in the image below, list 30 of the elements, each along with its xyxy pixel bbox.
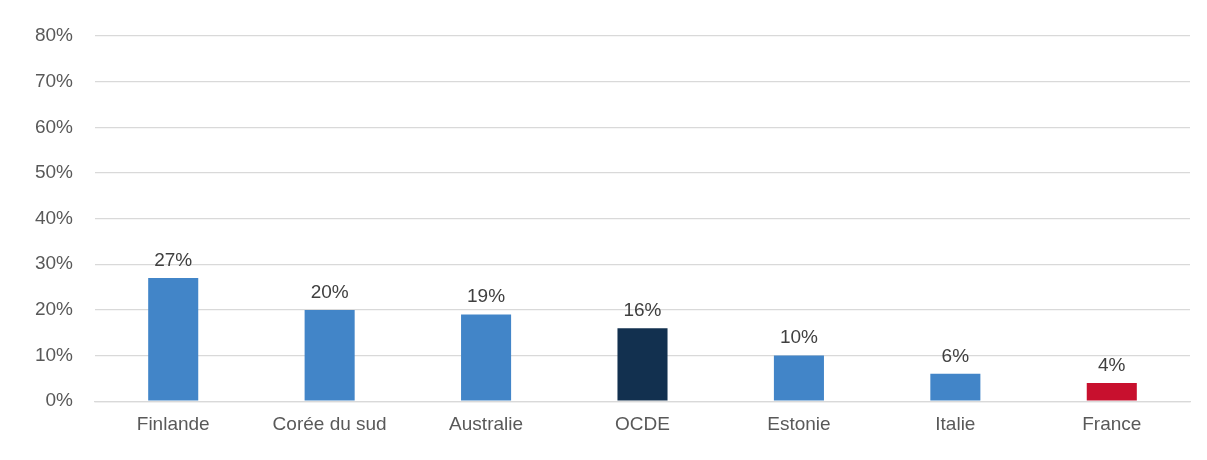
y-tick-label: 50% bbox=[34, 161, 74, 183]
x-tick-label: Finlande bbox=[136, 412, 210, 434]
x-tick-label: OCDE bbox=[615, 412, 670, 434]
bar bbox=[617, 328, 668, 401]
data-label: 20% bbox=[310, 280, 349, 302]
x-tick-label: Corée du sud bbox=[272, 412, 387, 434]
data-label: 16% bbox=[623, 298, 662, 320]
y-tick-label: 70% bbox=[34, 69, 74, 91]
x-tick-label: France bbox=[1082, 412, 1142, 434]
x-tick-label: Estonie bbox=[767, 412, 831, 434]
bar bbox=[148, 277, 199, 401]
y-tick-label: 0% bbox=[45, 389, 74, 411]
bar bbox=[930, 373, 981, 401]
bar bbox=[1086, 382, 1137, 401]
y-tick-label: 80% bbox=[34, 24, 74, 46]
y-tick-label: 30% bbox=[34, 252, 74, 274]
bar bbox=[304, 309, 355, 401]
x-tick-label: Italie bbox=[935, 412, 976, 434]
data-label: 27% bbox=[154, 248, 193, 270]
y-tick-label: 10% bbox=[34, 343, 74, 365]
data-label: 4% bbox=[1098, 353, 1126, 375]
y-tick-label: 60% bbox=[34, 115, 74, 137]
data-label: 6% bbox=[941, 344, 970, 366]
bar bbox=[461, 314, 512, 401]
bar bbox=[773, 355, 824, 401]
x-tick-label: Australie bbox=[449, 412, 524, 434]
data-label: 10% bbox=[779, 326, 819, 348]
y-tick-label: 20% bbox=[34, 298, 74, 320]
data-label: 19% bbox=[467, 285, 506, 307]
y-tick-label: 40% bbox=[34, 206, 74, 228]
